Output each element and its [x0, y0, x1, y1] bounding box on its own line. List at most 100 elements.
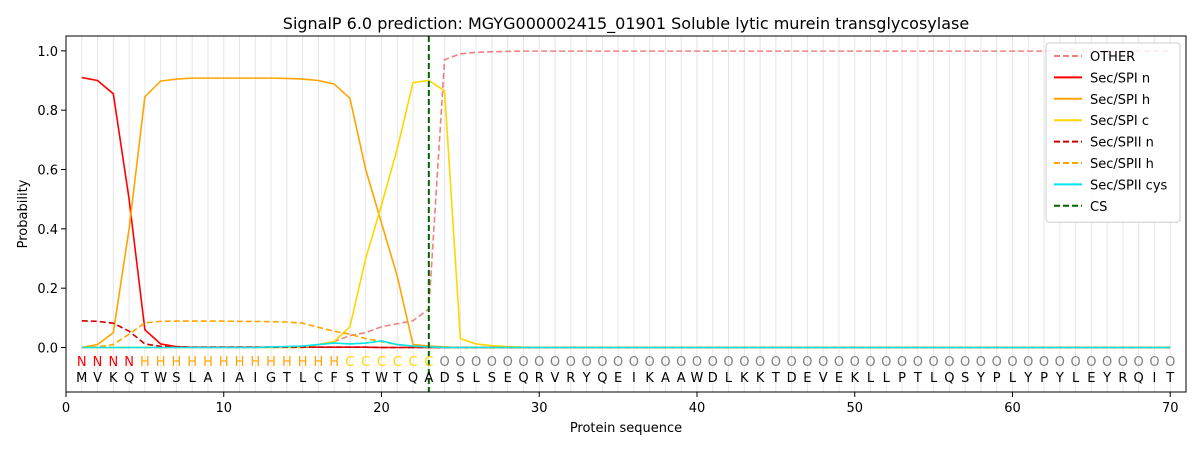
residue-letter: L: [725, 371, 733, 386]
region-label: O: [865, 355, 875, 370]
x-tick-label: 0: [62, 401, 70, 416]
region-label: O: [581, 355, 591, 370]
region-label: O: [818, 355, 828, 370]
residue-letter: E: [835, 371, 843, 386]
region-label: H: [203, 355, 213, 370]
legend: OTHER Sec/SPI n Sec/SPI h Sec/SPI c Sec/SPII…: [1045, 42, 1181, 223]
region-label: O: [802, 355, 812, 370]
region-label: H: [266, 355, 276, 370]
grid: [81, 36, 1171, 392]
legend-entry: Sec/SPII h: [1090, 157, 1154, 172]
y-axis-ticks: 0.0 0.2 0.4 0.6 0.8 1.0: [37, 45, 66, 357]
residue-letter: T: [913, 371, 922, 386]
residue-letter: I: [632, 371, 636, 386]
series-line-sec-spi-n: [81, 76, 1171, 349]
region-label: O: [676, 355, 686, 370]
residue-letter: L: [473, 371, 481, 386]
region-label: O: [1086, 355, 1096, 370]
y-tick-label: 0.0: [37, 342, 58, 357]
x-tick-label: 60: [1004, 401, 1021, 416]
region-label: O: [439, 355, 449, 370]
residue-letter: R: [535, 371, 544, 386]
region-label: O: [771, 355, 781, 370]
region-label: O: [629, 355, 639, 370]
residue-letter: I: [222, 371, 226, 386]
residue-letter: Y: [1055, 371, 1064, 386]
chart-title: SignalP 6.0 prediction: MGYG000002415_01…: [283, 14, 969, 34]
legend-entry: Sec/SPII n: [1090, 136, 1154, 151]
residue-letter: T: [392, 371, 401, 386]
residue-letter: Q: [1134, 371, 1144, 386]
region-label: O: [928, 355, 938, 370]
residue-letter: A: [424, 371, 433, 386]
x-tick-label: 10: [215, 401, 232, 416]
legend-box: [1045, 42, 1181, 223]
region-label: O: [471, 355, 481, 370]
legend-entry: Sec/SPI h: [1090, 93, 1150, 108]
y-tick-label: 0.8: [37, 104, 58, 119]
y-tick-label: 0.4: [37, 223, 58, 238]
region-label: C: [424, 355, 433, 370]
residue-letter: W: [154, 371, 167, 386]
residue-letter: Q: [124, 371, 134, 386]
residue-letter: K: [850, 371, 859, 386]
residue-letter: L: [1072, 371, 1080, 386]
region-label: O: [992, 355, 1002, 370]
region-label: O: [518, 355, 528, 370]
region-label: O: [834, 355, 844, 370]
legend-entry: OTHER: [1090, 50, 1135, 65]
region-label: O: [1165, 355, 1175, 370]
region-label: C: [345, 355, 354, 370]
region-label: O: [881, 355, 891, 370]
residue-letter: C: [314, 371, 323, 386]
region-label: N: [77, 355, 87, 370]
region-label: O: [897, 355, 907, 370]
residue-letter: S: [346, 371, 354, 386]
y-tick-label: 0.2: [37, 282, 58, 297]
region-label: H: [187, 355, 197, 370]
region-label: H: [235, 355, 245, 370]
residue-letter: K: [740, 371, 749, 386]
residue-letter: L: [930, 371, 938, 386]
residue-letter: E: [803, 371, 811, 386]
region-label: O: [550, 355, 560, 370]
x-tick-label: 40: [689, 401, 706, 416]
residue-letter: Q: [518, 371, 528, 386]
region-label: N: [93, 355, 103, 370]
region-label: H: [156, 355, 166, 370]
sequence-annotations: NMNVNKNQHTHWHSHLHAHIHAHIHGHTHLHCHFCSCTCW…: [76, 355, 1175, 386]
region-label: O: [944, 355, 954, 370]
residue-letter: D: [440, 371, 450, 386]
residue-letter: Q: [944, 371, 954, 386]
region-label: O: [1149, 355, 1159, 370]
residue-letter: P: [1040, 371, 1048, 386]
residue-letter: E: [1087, 371, 1095, 386]
residue-letter: Y: [976, 371, 985, 386]
series-line-sec-spi-c: [81, 79, 1171, 349]
residue-letter: D: [787, 371, 797, 386]
region-label: O: [566, 355, 576, 370]
residue-letter: W: [375, 371, 388, 386]
residue-letter: A: [235, 371, 244, 386]
series-line-sec-spi-h: [81, 77, 1171, 349]
residue-letter: L: [883, 371, 891, 386]
region-label: C: [409, 355, 418, 370]
region-label: O: [739, 355, 749, 370]
region-label: O: [755, 355, 765, 370]
region-label: O: [1134, 355, 1144, 370]
x-axis-ticks: 0 10 20 30 40 50 60 70: [62, 392, 1179, 416]
legend-entry: Sec/SPII cys: [1090, 178, 1168, 193]
region-label: O: [723, 355, 733, 370]
residue-letter: A: [677, 371, 686, 386]
region-label: O: [1039, 355, 1049, 370]
series-line-other: [81, 50, 1171, 349]
residue-letter: T: [361, 371, 370, 386]
residue-letter: E: [614, 371, 622, 386]
residue-letter: S: [172, 371, 180, 386]
legend-entry: Sec/SPI n: [1090, 71, 1150, 86]
region-label: O: [534, 355, 544, 370]
region-label: H: [282, 355, 292, 370]
x-tick-label: 70: [1162, 401, 1179, 416]
residue-letter: W: [691, 371, 704, 386]
